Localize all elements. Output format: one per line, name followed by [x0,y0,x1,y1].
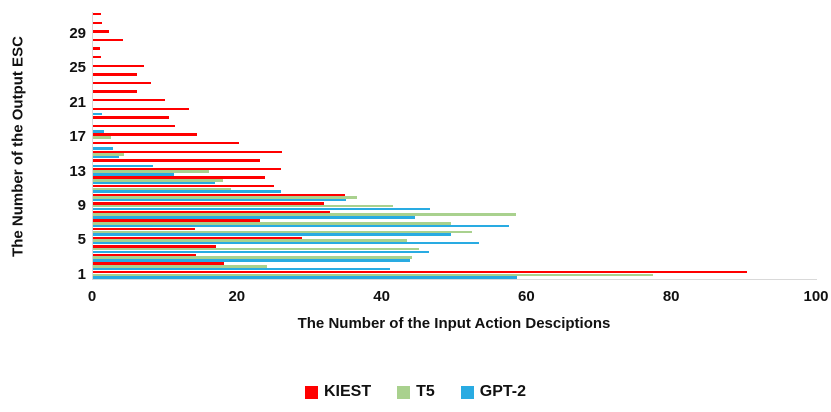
bar-gpt2-esc-8 [93,216,416,219]
bar-t5-esc-11 [93,187,231,191]
x-tick-label-40: 40 [373,288,390,305]
bar-t5-esc-6 [93,230,473,234]
bar-kiest-esc-23 [93,81,151,85]
bar-kiest-esc-17 [93,133,197,136]
bar-t5-esc-3 [93,256,412,259]
legend-item-gpt2: GPT-2 [460,383,527,401]
y-tick-label-17: 17 [69,128,86,146]
bar-kiest-esc-9 [93,202,324,205]
bar-t5-esc-2 [93,265,267,268]
y-tick-label-1: 1 [77,265,86,283]
legend: KIEST T5 GPT-2 [0,383,831,401]
bar-gpt2-esc-12 [93,181,216,185]
bar-gpt2-esc-20 [93,112,102,116]
bar-kiest-esc-21 [93,98,166,102]
bar-gpt2-esc-11 [93,190,282,193]
y-axis-line [92,12,93,279]
bar-kiest-esc-14 [93,159,260,162]
bar-kiest-esc-25 [93,64,145,68]
bar-gpt2-esc-5 [93,241,479,245]
legend-swatch-t5 [397,385,411,399]
y-tick-label-29: 29 [69,24,86,42]
bar-kiest-esc-31 [93,12,101,16]
bar-t5-esc-5 [93,239,408,242]
x-tick-label-80: 80 [662,288,680,305]
x-tick-label-0: 0 [87,288,97,305]
legend-item-kiest: KIEST [304,383,372,401]
bar-kiest-esc-5 [93,236,302,240]
x-tick-label-20: 20 [228,288,246,305]
legend-label-t5: T5 [416,383,435,400]
bar-kiest-esc-12 [93,176,266,179]
bar-t5-esc-10 [93,196,358,199]
bar-kiest-esc-13 [93,167,281,171]
bar-t5-esc-4 [93,247,419,251]
bar-kiest-esc-24 [93,73,138,76]
y-tick-label-13: 13 [69,162,86,180]
y-tick-label-5: 5 [77,231,86,249]
bar-kiest-esc-15 [93,150,282,154]
bar-kiest-esc-4 [93,245,217,248]
bar-kiest-esc-26 [93,55,101,59]
y-tick-label-9: 9 [77,196,86,214]
bar-kiest-esc-1 [93,270,747,274]
bar-gpt2-esc-18 [93,130,104,133]
bar-kiest-esc-27 [93,47,101,50]
bar-gpt2-esc-10 [93,198,347,202]
bar-gpt2-esc-2 [93,267,390,271]
y-tick-label-25: 25 [69,59,86,77]
legend-swatch-gpt2 [460,385,474,399]
bar-gpt2-esc-15 [93,155,120,159]
bar-t5-esc-9 [93,204,394,208]
bar-t5-esc-12 [93,179,223,182]
bar-gpt2-esc-1 [93,276,518,279]
x-axis-title: The Number of the Input Action Desciptio… [297,315,611,332]
bar-kiest-esc-6 [93,227,196,231]
bar-kiest-esc-3 [93,253,196,257]
bar-kiest-esc-22 [93,90,138,93]
bar-kiest-esc-29 [93,30,109,33]
bar-t5-esc-17 [93,136,112,139]
bar-kiest-esc-11 [93,184,274,188]
bar-kiest-esc-8 [93,210,330,214]
bar-kiest-esc-19 [93,116,170,119]
bar-kiest-esc-10 [93,193,345,197]
bar-t5-esc-15 [93,153,125,156]
x-tick-label-60: 60 [518,288,535,305]
bar-kiest-esc-2 [93,262,225,265]
bar-t5-esc-13 [93,170,209,173]
bar-gpt2-esc-3 [93,259,411,262]
x-axis-line [92,279,817,280]
bar-gpt2-esc-9 [93,207,430,210]
bar-kiest-esc-20 [93,107,189,111]
y-tick-label-21: 21 [69,93,86,111]
bar-t5-esc-8 [93,213,516,216]
bar-gpt2-esc-4 [93,250,429,253]
legend-item-t5: T5 [397,383,435,401]
x-tick-label-100: 100 [803,288,829,305]
legend-label-gpt2: GPT-2 [479,383,527,400]
bar-gpt2-esc-14 [93,164,154,167]
bar-kiest-esc-16 [93,141,240,145]
bar-kiest-esc-28 [93,38,123,42]
bar-kiest-esc-18 [93,124,175,128]
legend-swatch-kiest [304,385,318,399]
bar-gpt2-esc-13 [93,173,175,176]
bar-kiest-esc-30 [93,21,102,25]
bar-gpt2-esc-16 [93,147,113,150]
bar-gpt2-esc-6 [93,233,452,236]
bar-kiest-esc-7 [93,219,261,222]
bar-t5-esc-1 [93,273,653,277]
bar-gpt2-esc-7 [93,224,509,228]
legend-label-kiest: KIEST [323,383,372,400]
bar-t5-esc-7 [93,222,451,225]
